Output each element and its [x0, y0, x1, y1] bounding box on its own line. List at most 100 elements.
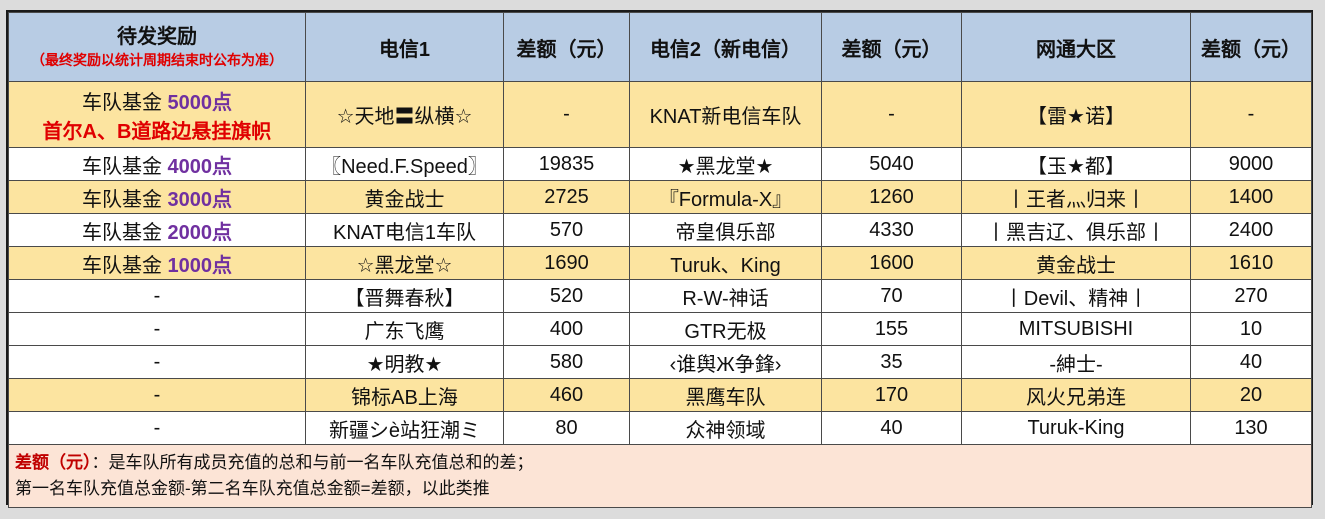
telecom1-team: ★明教★	[305, 345, 504, 379]
telecom1-team: 广东飞鹰	[305, 312, 504, 346]
telecom2-diff: 40	[821, 411, 962, 445]
fund-line: 车队基金 5000点	[10, 86, 305, 115]
netcom-diff: -	[1190, 81, 1312, 148]
reward-cell: 车队基金 3000点	[8, 180, 306, 214]
fund-label: 车队基金	[81, 221, 168, 244]
netcom-team: 风火兄弟连	[961, 378, 1191, 412]
fund-amount: 5000点	[167, 91, 233, 114]
fund-line: 车队基金 4000点	[10, 150, 305, 179]
fund-amount: 3000点	[167, 188, 233, 211]
telecom2-diff: -	[821, 81, 962, 148]
telecom1-team: 【晋舞春秋】	[305, 279, 504, 313]
reward-note: （最终奖励以统计周期结束时公布为准）	[31, 52, 283, 68]
table-row: - 新疆シè站狂潮ミ 80 众神领域 40 Turuk-King 130	[8, 411, 1312, 445]
fund-amount: 2000点	[167, 221, 233, 244]
reward-cell: 车队基金 2000点	[8, 213, 306, 247]
reward-cell: 车队基金 1000点	[8, 246, 306, 280]
telecom1-diff: 19835	[503, 147, 630, 181]
header-netcom: 网通大区	[961, 12, 1191, 82]
telecom1-diff: 80	[503, 411, 630, 445]
netcom-diff: 2400	[1190, 213, 1312, 247]
table-row: 车队基金 4000点 〖Need.F.Speed〗 19835 ★黑龙堂★ 5040 【玉…	[8, 147, 1312, 181]
telecom1-diff: -	[503, 81, 630, 148]
netcom-diff: 1400	[1190, 180, 1312, 214]
fund-line: -	[10, 383, 305, 407]
telecom2-team: GTR无极	[629, 312, 822, 346]
fund-label: -	[153, 383, 161, 406]
note-line1: ：是车队所有成员充值的总和与前一名车队充值总和的差；	[91, 453, 534, 472]
telecom1-diff: 400	[503, 312, 630, 346]
header-diff2: 差额（元）	[821, 12, 962, 82]
netcom-team: Turuk-King	[961, 411, 1191, 445]
reward-cell: -	[8, 378, 306, 412]
telecom2-diff: 4330	[821, 213, 962, 247]
telecom2-team: KNAT新电信车队	[629, 81, 822, 148]
telecom1-team: 锦标AB上海	[305, 378, 504, 412]
reward-cell: -	[8, 345, 306, 379]
flag-reward: 首尔A、B道路边悬挂旗帜	[42, 120, 272, 143]
telecom2-diff: 35	[821, 345, 962, 379]
telecom1-team: 〖Need.F.Speed〗	[305, 147, 504, 181]
telecom1-team: 新疆シè站狂潮ミ	[305, 411, 504, 445]
telecom2-diff: 170	[821, 378, 962, 412]
reward-table: 待发奖励 （最终奖励以统计周期结束时公布为准） 电信1 差额（元） 电信2（新电…	[8, 12, 1312, 508]
telecom2-diff: 1600	[821, 246, 962, 280]
netcom-team: MITSUBISHI	[961, 312, 1191, 346]
fund-label: -	[153, 350, 161, 373]
fund-line: -	[10, 284, 305, 308]
fund-amount: 4000点	[167, 155, 233, 178]
netcom-team: 丨王者灬归来丨	[961, 180, 1191, 214]
reward-title: 待发奖励	[117, 26, 197, 48]
telecom2-team: Turuk、King	[629, 246, 822, 280]
telecom1-diff: 580	[503, 345, 630, 379]
netcom-diff: 270	[1190, 279, 1312, 313]
netcom-team: 黄金战士	[961, 246, 1191, 280]
fund-label: -	[153, 284, 161, 307]
table-row: 车队基金 3000点 黄金战士 2725 『Formula-X』 1260 丨王者灬归来丨…	[8, 180, 1312, 214]
telecom1-team: KNAT电信1车队	[305, 213, 504, 247]
header-telecom2: 电信2（新电信）	[629, 12, 822, 82]
fund-label: -	[153, 317, 161, 340]
netcom-diff: 1610	[1190, 246, 1312, 280]
header-diff3: 差额（元）	[1190, 12, 1312, 82]
fund-line: -	[10, 416, 305, 440]
header-reward: 待发奖励 （最终奖励以统计周期结束时公布为准）	[8, 12, 306, 82]
note-row: 差额（元）：是车队所有成员充值的总和与前一名车队充值总和的差； 第一名车队充值总…	[8, 444, 1312, 508]
reward-table-frame: 待发奖励 （最终奖励以统计周期结束时公布为准） 电信1 差额（元） 电信2（新电…	[6, 10, 1313, 508]
fund-line: 车队基金 2000点	[10, 216, 305, 245]
reward-cell: -	[8, 312, 306, 346]
table-row: - 广东飞鹰 400 GTR无极 155 MITSUBISHI 10	[8, 312, 1312, 346]
netcom-team: 【玉★都】	[961, 147, 1191, 181]
table-row: - 锦标AB上海 460 黑鹰车队 170 风火兄弟连 20	[8, 378, 1312, 412]
netcom-diff: 20	[1190, 378, 1312, 412]
header-telecom1: 电信1	[305, 12, 504, 82]
telecom1-diff: 2725	[503, 180, 630, 214]
note-cell: 差额（元）：是车队所有成员充值的总和与前一名车队充值总和的差； 第一名车队充值总…	[8, 444, 1312, 508]
fund-label: 车队基金	[81, 188, 168, 211]
netcom-team: 丨黑吉辽、俱乐部丨	[961, 213, 1191, 247]
header-diff1: 差额（元）	[503, 12, 630, 82]
telecom2-team: ★黑龙堂★	[629, 147, 822, 181]
note-label: 差额（元）	[15, 453, 92, 472]
telecom1-diff: 520	[503, 279, 630, 313]
telecom2-diff: 70	[821, 279, 962, 313]
telecom2-team: 帝皇俱乐部	[629, 213, 822, 247]
fund-line: 车队基金 1000点	[10, 249, 305, 278]
netcom-diff: 10	[1190, 312, 1312, 346]
table-row: 车队基金 2000点 KNAT电信1车队 570 帝皇俱乐部 4330 丨黑吉辽、俱乐部丨…	[8, 213, 1312, 247]
telecom1-team: ☆黑龙堂☆	[305, 246, 504, 280]
table-row: - 【晋舞春秋】 520 R-W-神话 70 丨Devil、精神丨 270	[8, 279, 1312, 313]
netcom-diff: 40	[1190, 345, 1312, 379]
reward-cell: -	[8, 411, 306, 445]
telecom1-diff: 570	[503, 213, 630, 247]
telecom1-team: 黄金战士	[305, 180, 504, 214]
reward-cell: 车队基金 4000点	[8, 147, 306, 181]
table-row: 车队基金 1000点 ☆黑龙堂☆ 1690 Turuk、King 1600 黄金战士 161…	[8, 246, 1312, 280]
fund-label: -	[153, 416, 161, 439]
fund-amount: 1000点	[167, 254, 233, 277]
telecom1-diff: 1690	[503, 246, 630, 280]
fund-label: 车队基金	[81, 91, 168, 114]
netcom-team: -紳士-	[961, 345, 1191, 379]
telecom2-team: ‹谁舆Ж争鋒›	[629, 345, 822, 379]
netcom-team: 丨Devil、精神丨	[961, 279, 1191, 313]
